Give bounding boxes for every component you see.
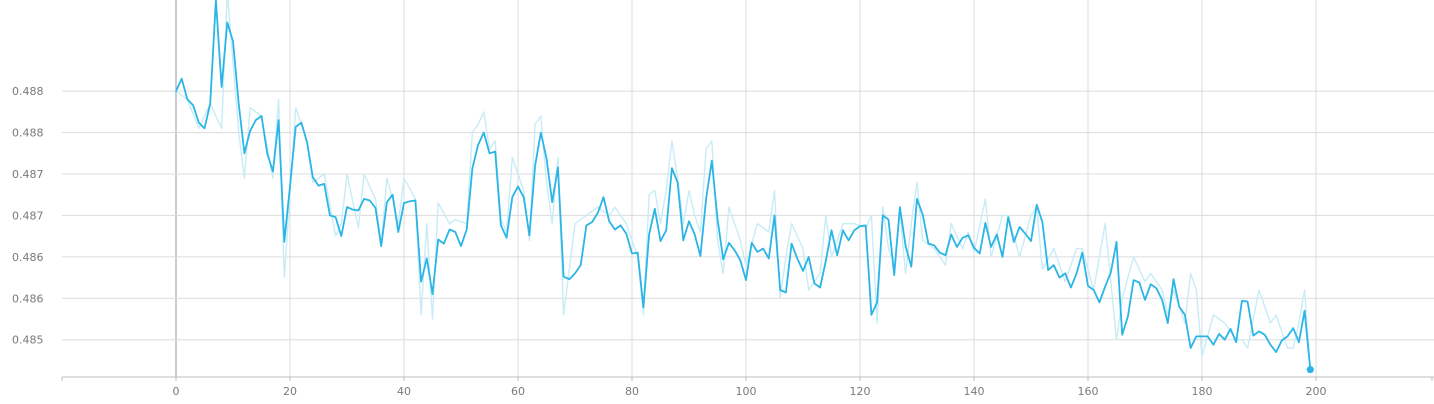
x-tick-label: 0 [173,385,180,398]
y-tick-label: 0.485 [12,334,44,347]
x-tick-label: 40 [397,385,411,398]
x-tick-label: 60 [511,385,525,398]
last-point-marker[interactable] [1306,365,1314,374]
grid [62,0,1434,377]
tick-labels: 0 20 40 60 80 100 120 140 160 180 200 0.485 0.486 0.4… [12,85,1327,398]
y-tick-label: 0.488 [12,127,44,140]
y-tick-label: 0.486 [12,292,44,305]
x-tick-label: 140 [964,385,985,398]
axes [61,376,1434,381]
raw-series-line [175,0,1312,371]
x-tick-label: 120 [850,385,871,398]
x-tick-label: 200 [1306,385,1327,398]
y-tick-label: 0.487 [12,168,44,181]
x-tick-label: 160 [1078,385,1099,398]
series-group [175,0,1314,374]
x-tick-label: 80 [625,385,639,398]
x-tick-label: 100 [736,385,757,398]
smoothed-series-line [175,0,1312,371]
x-tick-label: 20 [283,385,297,398]
x-tick-label: 180 [1192,385,1213,398]
y-tick-label: 0.486 [12,251,44,264]
y-tick-label: 0.487 [12,209,44,222]
y-tick-label: 0.488 [12,85,44,98]
